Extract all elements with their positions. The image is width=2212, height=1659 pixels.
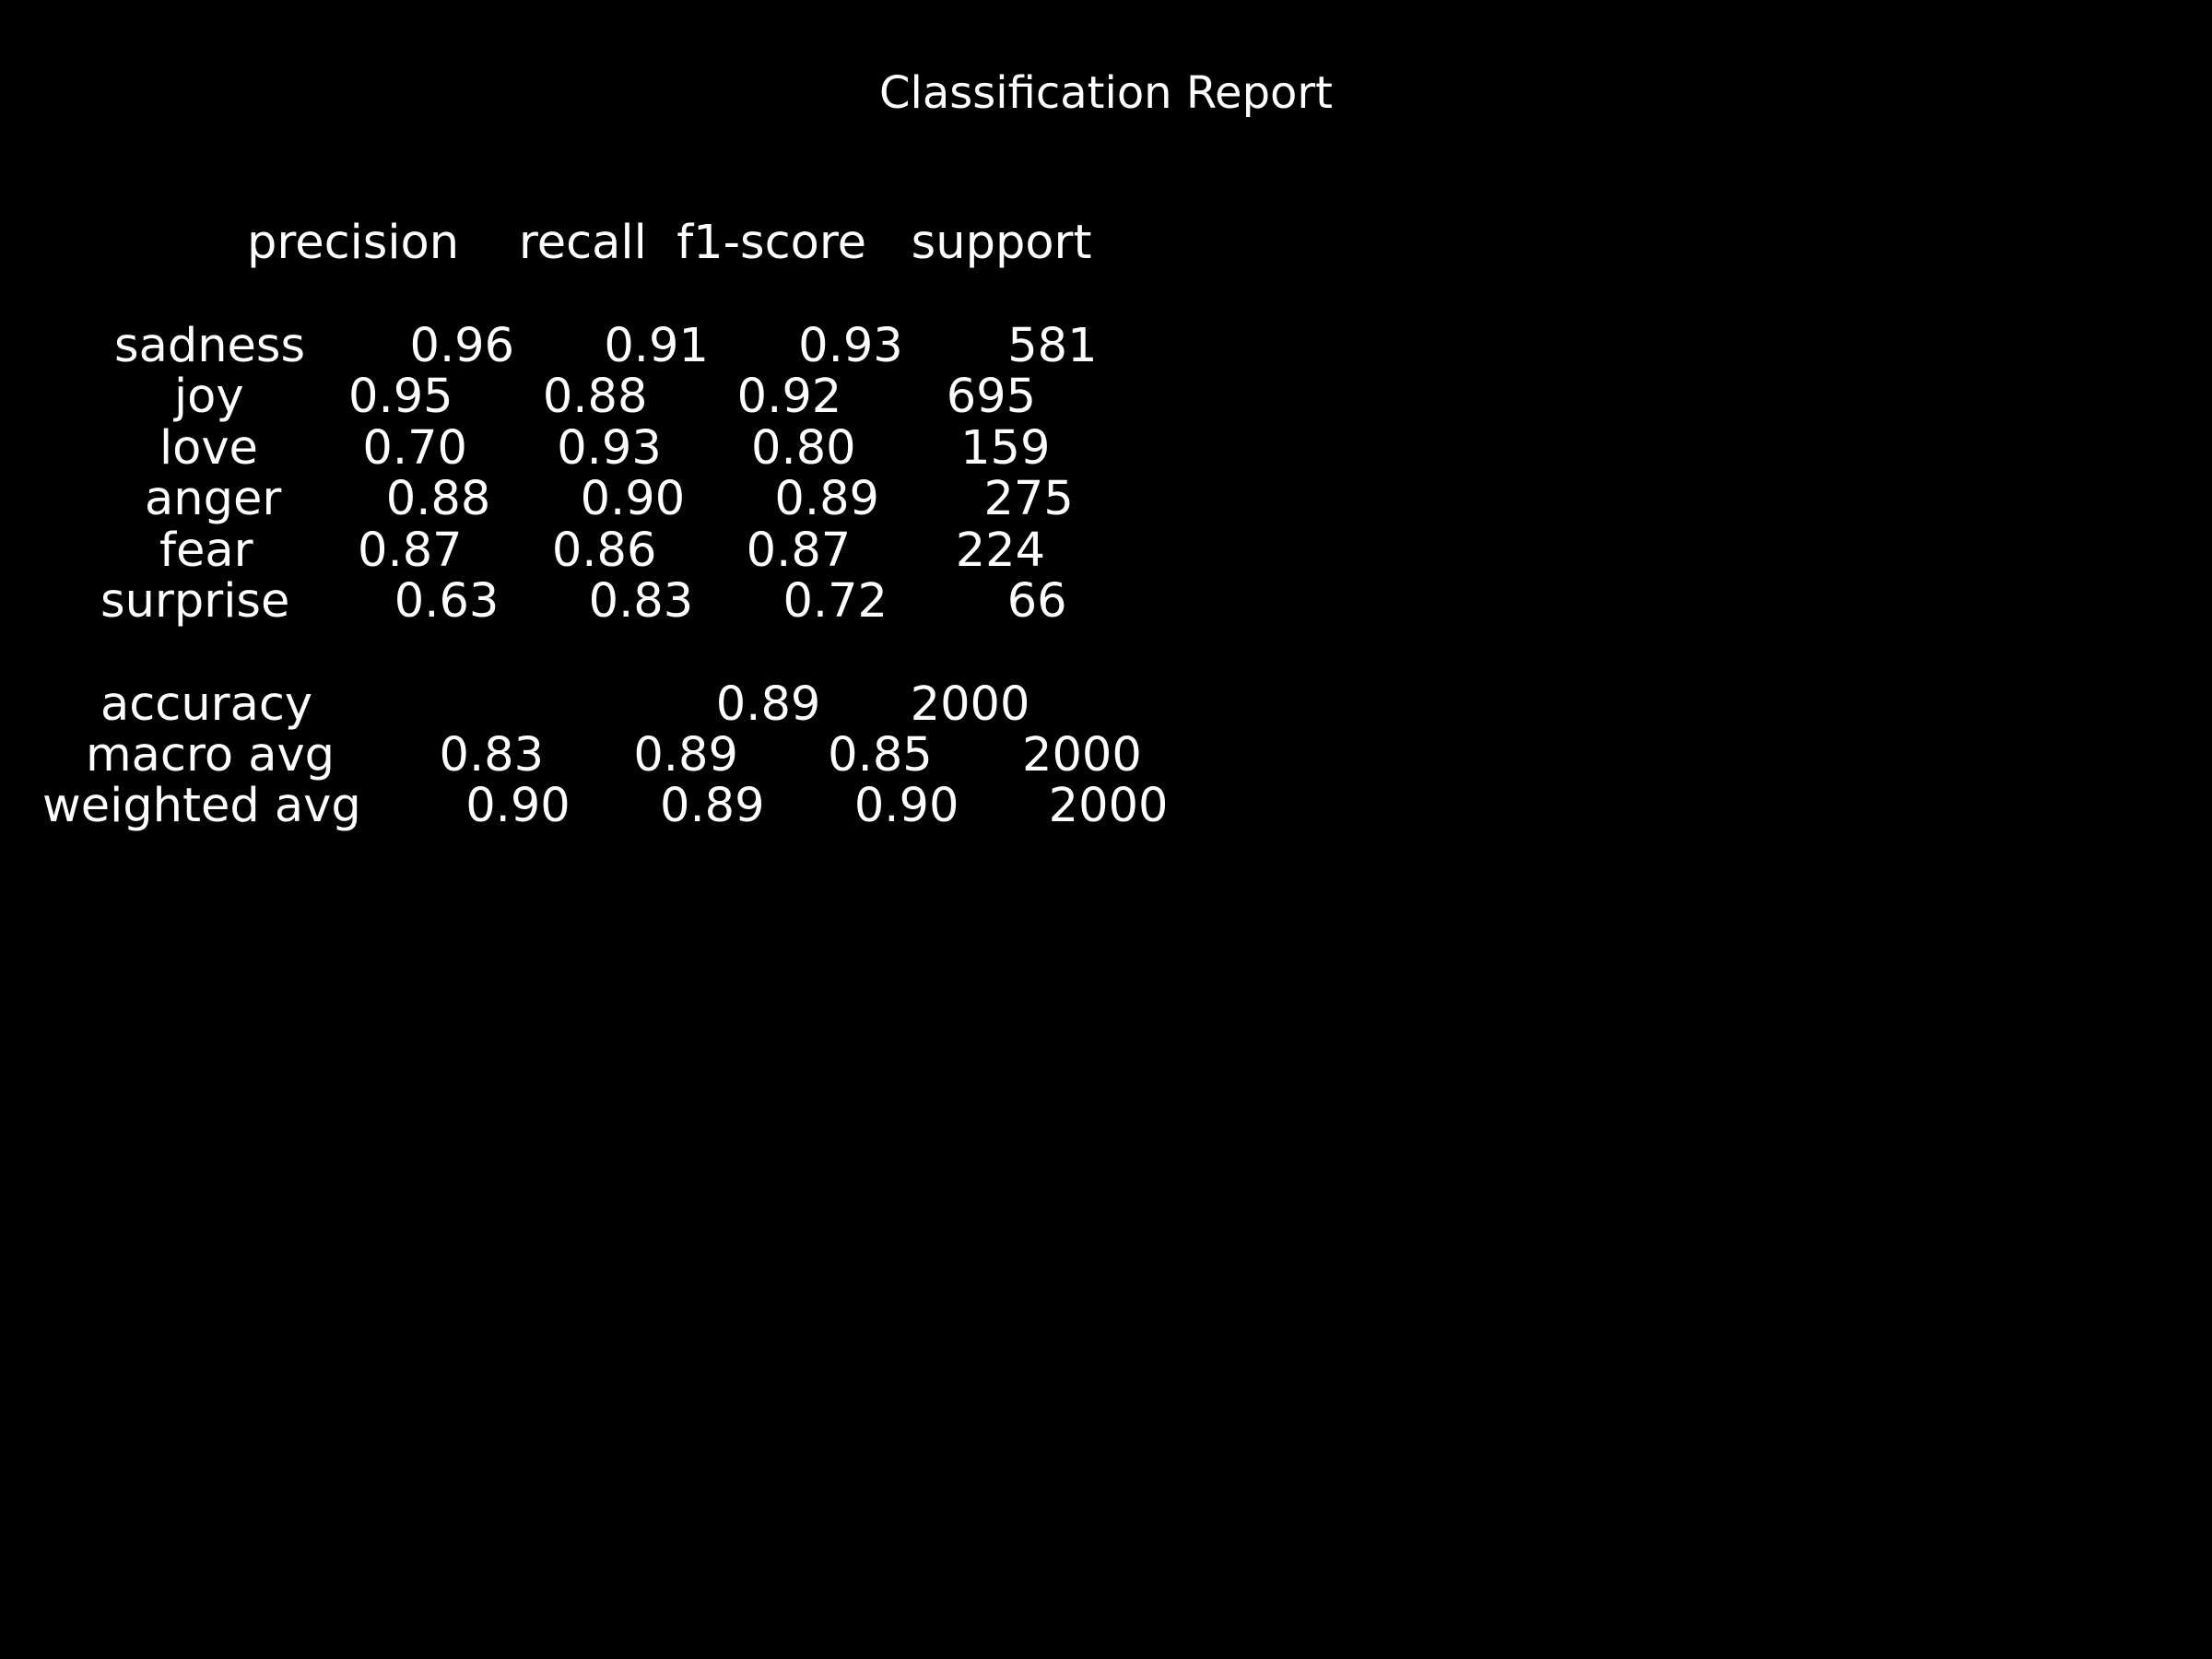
report-row-anger: anger 0.88 0.90 0.89 275 [145, 472, 1074, 526]
report-row-macro-avg: macro avg 0.83 0.89 0.85 2000 [86, 728, 1142, 782]
report-row-accuracy: accuracy 0.89 2000 [100, 677, 1030, 732]
report-row-joy: joy 0.95 0.88 0.92 695 [174, 370, 1037, 424]
report-row-love: love 0.70 0.93 0.80 159 [159, 421, 1051, 476]
report-row-fear: fear 0.87 0.86 0.87 224 [159, 524, 1046, 578]
report-header: precision recall f1-score support [247, 216, 1092, 270]
report-row-surprise: surprise 0.63 0.83 0.72 66 [100, 574, 1067, 629]
report-row-weighted-avg: weighted avg 0.90 0.89 0.90 2000 [42, 779, 1169, 833]
report-title: Classification Report [879, 67, 1333, 119]
report-row-sadness: sadness 0.96 0.91 0.93 581 [114, 319, 1098, 373]
